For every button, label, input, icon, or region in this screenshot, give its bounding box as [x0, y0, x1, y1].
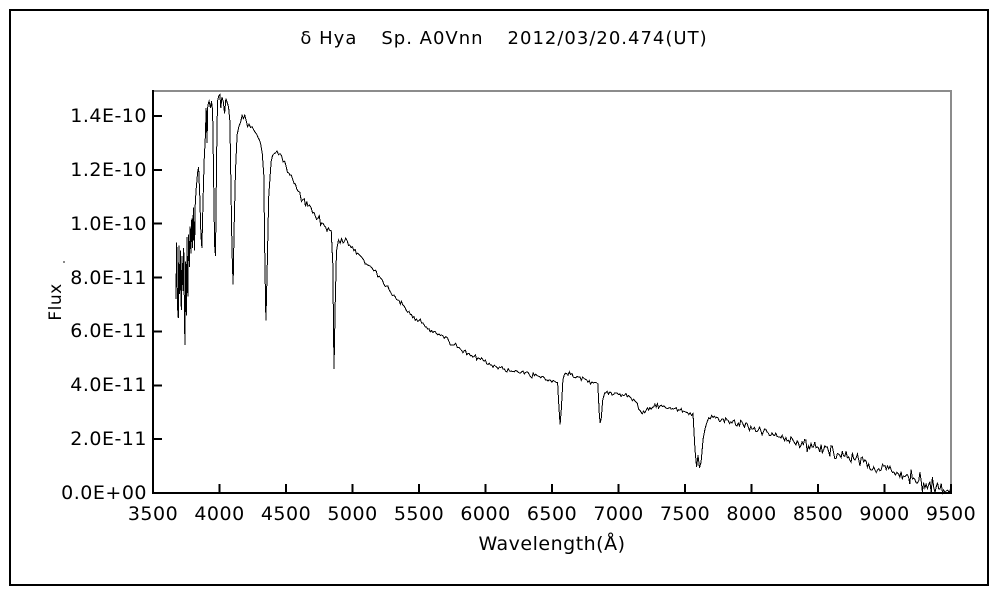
title-object-name: δ Hya: [300, 28, 358, 49]
x-tick-label: 8000: [726, 503, 777, 525]
x-tick-label: 7000: [593, 503, 644, 525]
axis-ticks: [152, 115, 952, 494]
x-tick-label: 5500: [393, 503, 445, 525]
x-tick-label: 5000: [327, 503, 378, 525]
spectrum-line: [175, 93, 952, 495]
title-date-ut: 2012/03/20.474(UT): [507, 28, 708, 49]
x-tick-label: 9500: [925, 503, 977, 525]
plot-frame: [152, 90, 952, 494]
x-tick-label: 8500: [792, 503, 844, 525]
spectrum-series: [175, 93, 952, 495]
y-tick-label: 1.0E-10: [70, 212, 147, 235]
x-tick-label: 6000: [460, 503, 511, 525]
outer-border: [9, 9, 989, 586]
x-tick-label: 4500: [260, 503, 312, 525]
y-axis-title: Flux: [46, 283, 66, 321]
x-axis-title: Wavelength(Å): [478, 533, 626, 555]
y-tick-label: 1.2E-10: [70, 158, 147, 181]
y-tick-label: 6.0E-11: [70, 320, 147, 343]
y-tick-label: 4.0E-11: [70, 374, 147, 397]
x-tick-label: 3500: [127, 503, 179, 525]
title-spectral-type: Sp. A0Vnn: [381, 28, 484, 49]
x-tick-label: 6500: [526, 503, 578, 525]
x-tick-label: 7500: [659, 503, 711, 525]
x-tick-label: 4000: [194, 503, 245, 525]
y-tick-label: 0.0E+00: [61, 482, 147, 504]
stray-speck: [63, 261, 65, 263]
chart-title: δ Hya Sp. A0Vnn 2012/03/20.474(UT): [4, 28, 1000, 49]
y-tick-label: 2.0E-11: [70, 428, 147, 451]
x-tick-label: 9000: [859, 503, 910, 525]
y-tick-label: 8.0E-11: [70, 266, 147, 289]
y-tick-label: 1.4E-10: [70, 105, 147, 128]
